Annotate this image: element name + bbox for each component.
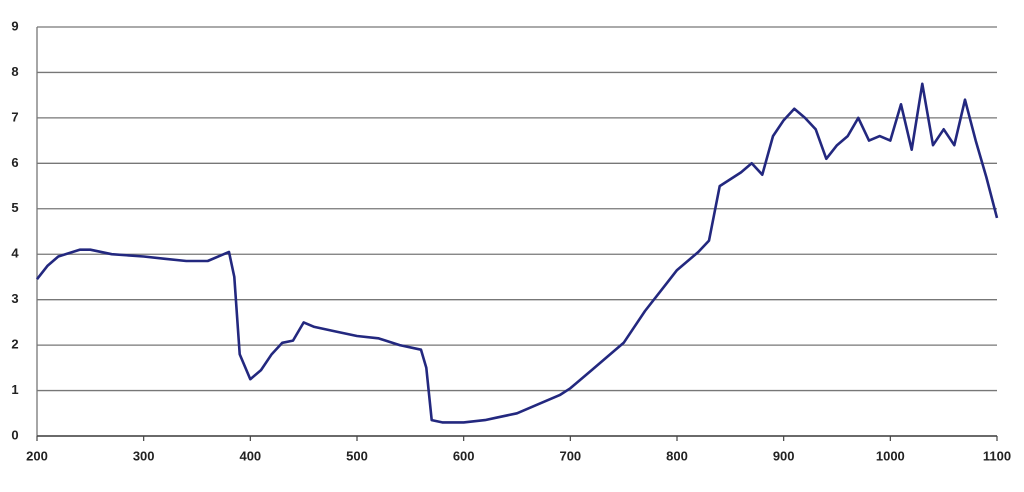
x-tick-label: 300 (133, 448, 155, 463)
y-tick-label: 9 (11, 18, 18, 33)
y-tick-label: 8 (11, 64, 18, 79)
x-tick-label: 600 (453, 448, 475, 463)
y-tick-label: 1 (11, 382, 18, 397)
x-tick-label: 400 (239, 448, 261, 463)
y-tick-label: 2 (11, 337, 18, 352)
x-tick-label: 900 (773, 448, 795, 463)
y-tick-label: 3 (11, 291, 18, 306)
y-tick-label: 4 (11, 246, 19, 261)
x-tick-label: 200 (26, 448, 48, 463)
x-tick-label: 1100 (983, 448, 1011, 463)
data-line (35, 82, 999, 424)
x-tick-label: 500 (346, 448, 368, 463)
x-tick-label: 800 (666, 448, 688, 463)
y-tick-label: 6 (11, 155, 18, 170)
x-tick-label: 700 (559, 448, 581, 463)
y-tick-label: 0 (11, 427, 18, 442)
x-tick-label: 1000 (876, 448, 905, 463)
y-tick-label: 7 (11, 109, 18, 124)
y-tick-label: 5 (11, 200, 18, 215)
